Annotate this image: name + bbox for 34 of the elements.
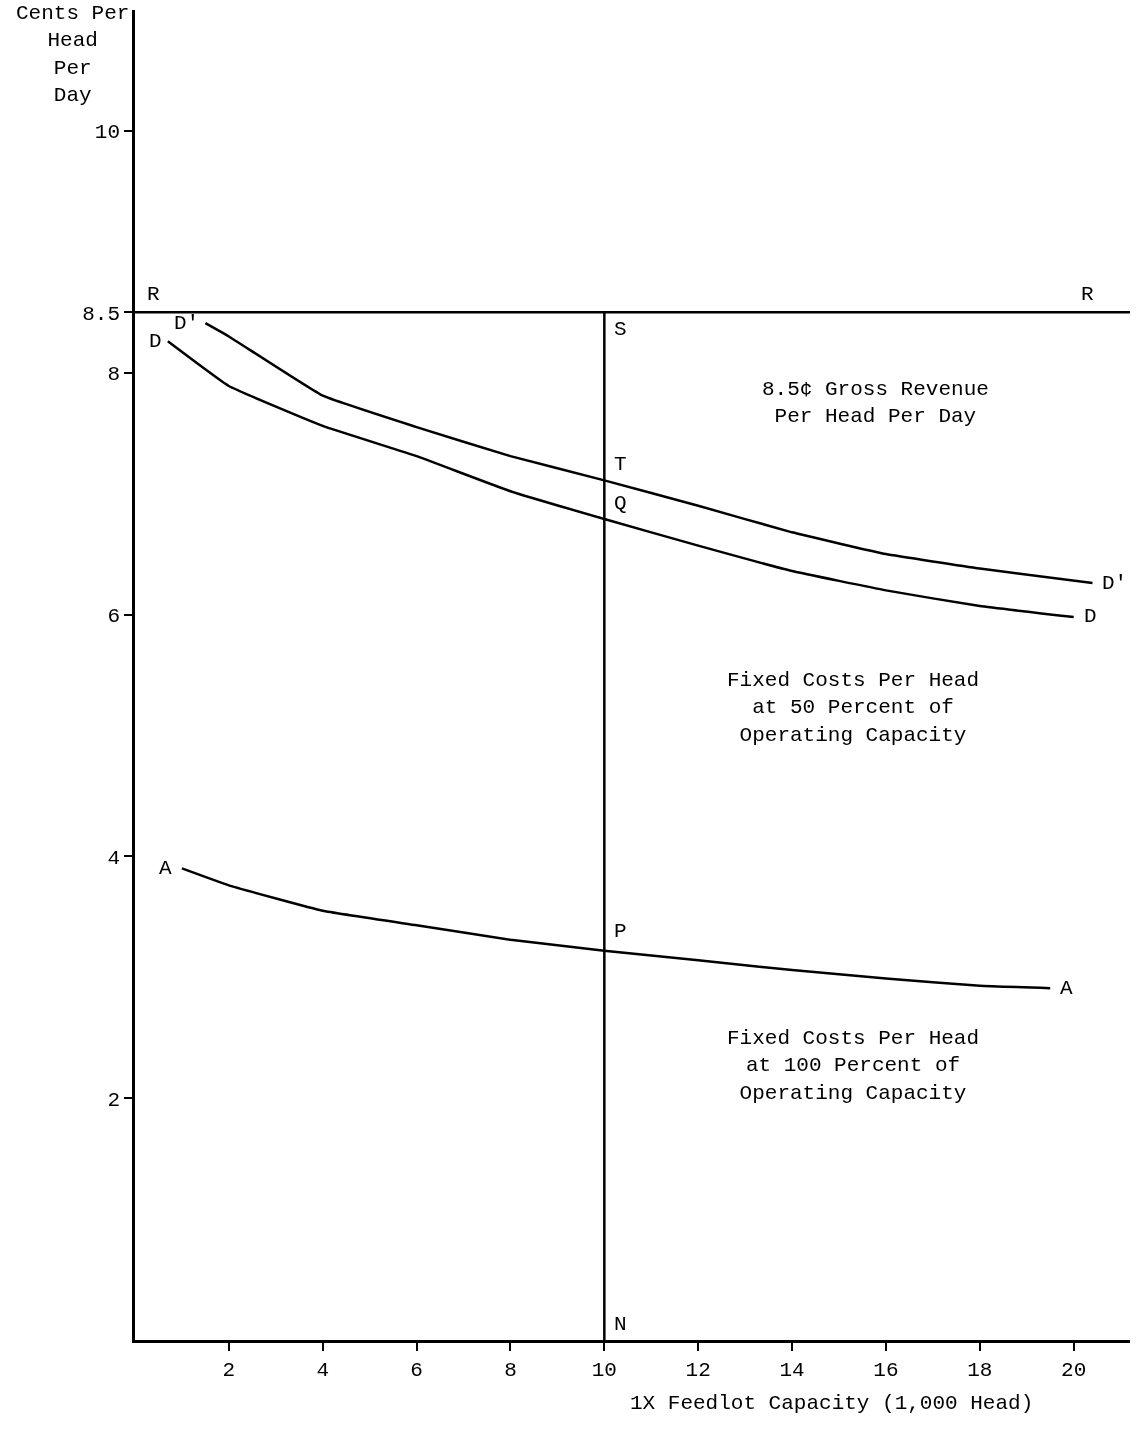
annotation: R	[147, 283, 160, 306]
x-tick-label: 10	[591, 1358, 617, 1382]
annotation: A	[1060, 977, 1073, 1000]
annotation: Q	[614, 492, 627, 515]
y-tick-label: 4	[107, 846, 121, 870]
y-tick-label: 8.5	[82, 302, 121, 326]
y-tick-label: 8	[107, 363, 121, 387]
annotation: A	[159, 857, 172, 880]
annotation: D	[1084, 605, 1097, 628]
x-tick-label: 20	[1061, 1358, 1087, 1382]
annotation: P	[614, 920, 627, 943]
annotation: D	[149, 330, 162, 353]
annotation: T	[614, 453, 627, 476]
x-tick-label: 12	[685, 1358, 711, 1382]
y-axis-title: Cents Per Head Per Day	[16, 2, 130, 107]
x-tick-label: 8	[504, 1358, 517, 1382]
x-axis-title: 1X Feedlot Capacity (1,000 Head)	[630, 1392, 1034, 1415]
y-tick-label: 6	[107, 604, 121, 628]
annotation: Fixed Costs Per Head at 100 Percent of Operating Capacity	[727, 1027, 980, 1105]
annotation: 8.5¢ Gross Revenue Per Head Per Day	[762, 378, 989, 429]
x-tick-label: 6	[410, 1358, 423, 1382]
annotation: R	[1081, 283, 1094, 306]
x-tick-label: 14	[779, 1358, 805, 1382]
annotation: D'	[1102, 572, 1128, 595]
annotation: D'	[174, 312, 200, 335]
annotation: N	[614, 1313, 627, 1336]
y-tick-label: 2	[107, 1088, 121, 1112]
annotation: S	[614, 318, 627, 341]
y-tick-label: 10	[94, 121, 121, 145]
x-tick-label: 16	[873, 1358, 899, 1382]
x-tick-label: 4	[316, 1358, 330, 1382]
x-tick-label: 18	[967, 1358, 993, 1382]
x-tick-label: 2	[222, 1358, 236, 1382]
annotation: Fixed Costs Per Head at 50 Percent of Operating Capacity	[727, 669, 980, 747]
